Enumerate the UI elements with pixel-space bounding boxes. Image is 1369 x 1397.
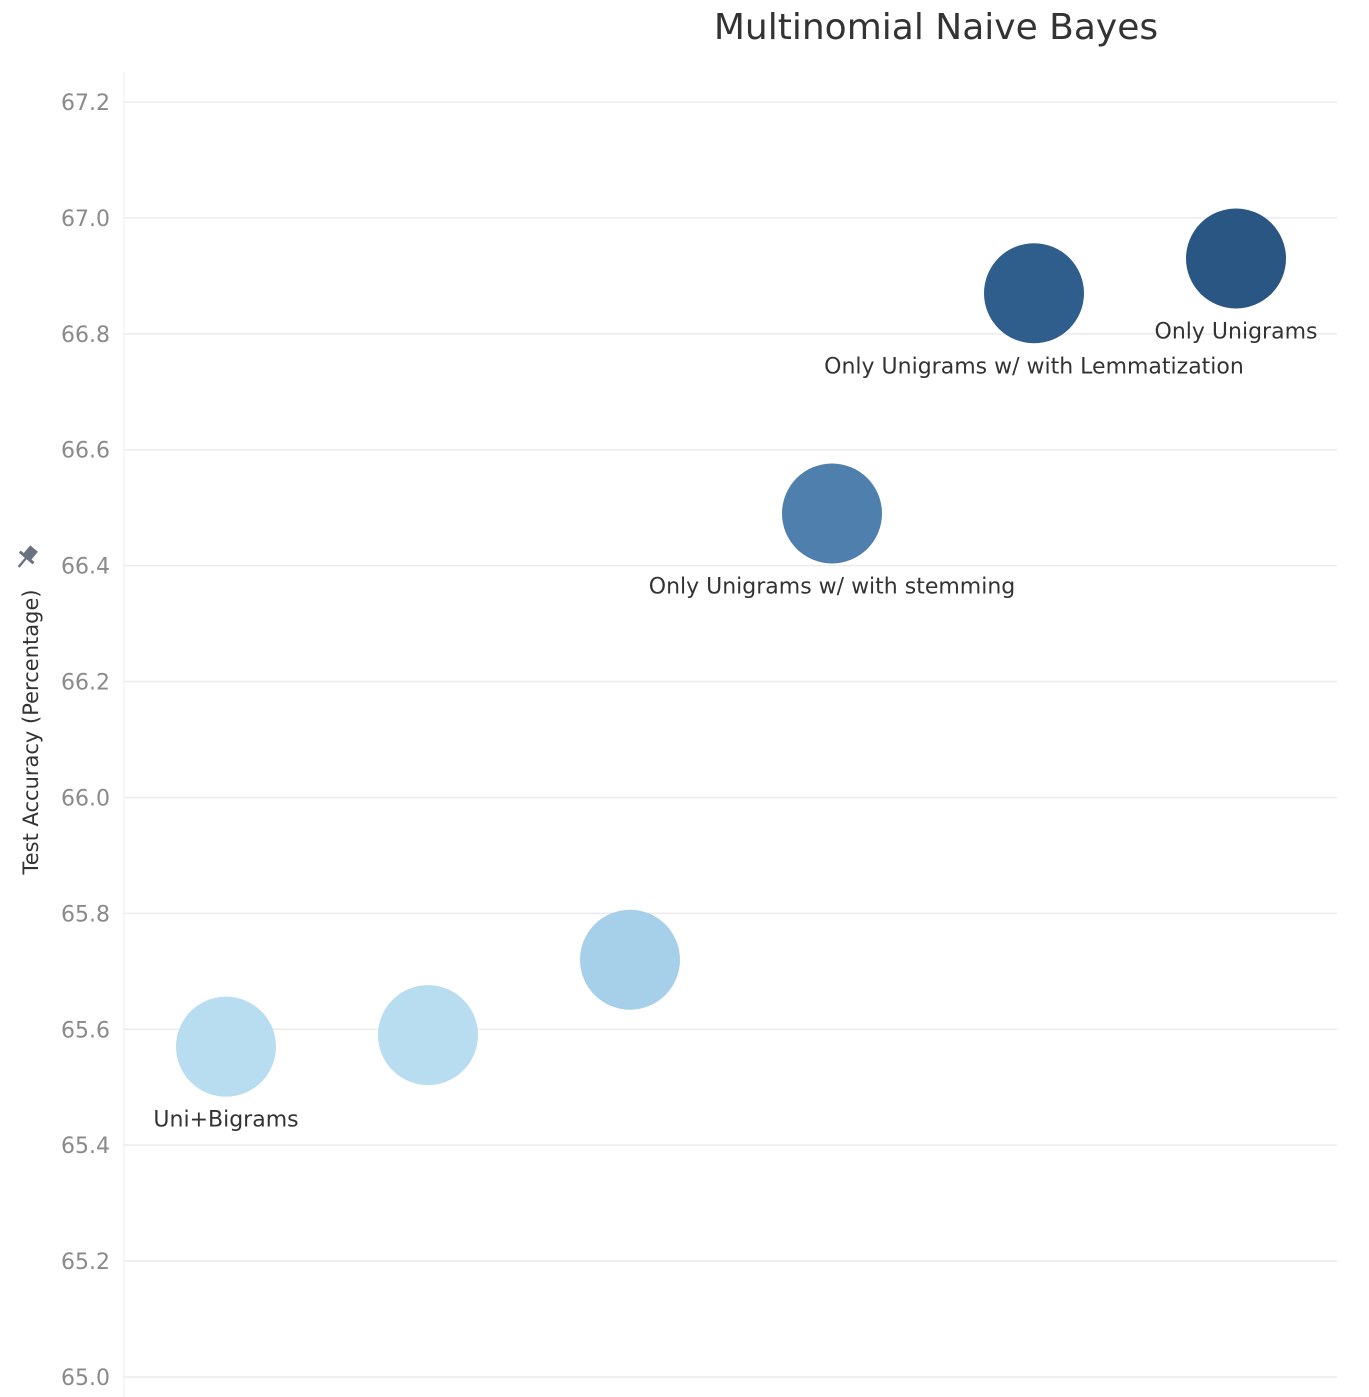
y-tick-label: 66.4 [61,555,110,580]
point-label: Only Unigrams w/ with stemming [649,574,1016,599]
y-tick-label: 65.8 [61,902,110,927]
y-tick-label: 66.2 [61,671,110,696]
y-tick-label: 66.6 [61,439,110,464]
y-axis-ticks: 65.0 65.2 65.4 65.6 65.8 66.0 66.2 66.4 66.6 66.8… [61,91,110,1391]
data-point[interactable] [176,996,276,1097]
y-tick-label: 67.2 [61,91,110,116]
point-label: Only Unigrams [1155,319,1318,344]
chart-title: Multinomial Naive Bayes [713,7,1159,48]
pin-icon[interactable] [12,543,41,573]
y-tick-label: 67.0 [61,207,110,232]
point-label: Only Unigrams w/ with Lemmatization [824,354,1244,379]
data-points [176,208,1286,1097]
data-point[interactable] [378,985,478,1086]
point-labels: Uni+Bigrams Only Unigrams w/ with stemmin… [153,319,1317,1132]
y-tick-label: 65.0 [61,1366,110,1391]
y-tick-label: 65.2 [61,1250,110,1275]
data-point[interactable] [1186,208,1286,309]
y-tick-label: 65.4 [61,1134,110,1159]
y-tick-label: 66.0 [61,786,110,811]
data-point[interactable] [782,463,882,564]
data-point[interactable] [580,909,680,1010]
y-tick-label: 66.8 [61,323,110,348]
y-axis-title: Test Accuracy (Percentage) [19,589,43,875]
point-label: Uni+Bigrams [153,1108,298,1133]
gridlines [124,101,1337,1378]
data-point[interactable] [984,243,1084,344]
y-tick-label: 65.6 [61,1018,110,1043]
